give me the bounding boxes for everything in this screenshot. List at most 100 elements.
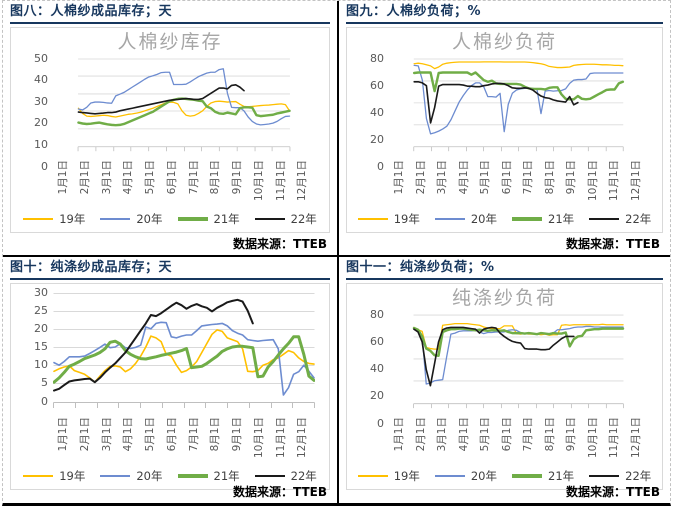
legend-item-19年: 19年 [357,211,420,227]
x-axis-label-text: 1月1日 [393,417,405,452]
x-axis-label-text: 2月1日 [414,417,427,452]
y-axis-tick: 80 [370,307,384,321]
y-axis-labels: 0 10 20 30 40 50 [15,52,48,173]
legend-swatch-icon [512,217,542,221]
legend-label: 19年 [393,469,420,483]
legend-label: 22年 [625,212,652,226]
y-axis-tick: 30 [34,94,48,108]
legend: 19年 20年 21年 22年 [351,208,658,230]
legend-swatch-icon [434,475,465,477]
legend-label: 19年 [59,212,86,226]
legend-label: 19年 [59,469,86,483]
x-axis-label-text: 9月1日 [231,160,243,195]
y-axis-tick: 20 [370,132,384,146]
x-axis-labels: 1月1日 2月1日 3月1日 4月1日 5月1日 6月1日 7月1日 8月1日 9月1日 10月1… [53,409,315,465]
legend-item-19年: 19年 [23,211,85,227]
x-axis-label-text: 6月1日 [500,160,513,195]
chart-area: 人棉纱库存 0 10 20 30 40 50 1月1日 2月1日 3月1日 4月1日 5月1日 6月1日… [10,27,330,233]
legend-item-20年: 20年 [434,468,497,484]
source-note: 数据来源：TTEB [566,237,660,251]
source-note: 数据来源：TTEB [233,237,327,251]
x-axis-label-text: 10月1日 [586,417,599,459]
series-line-22年 [77,84,245,115]
x-axis-label-text: 2月1日 [78,417,91,452]
x-axis-label-text: 3月1日 [100,417,113,452]
legend-swatch-icon [357,218,388,220]
legend-label: 20年 [136,212,163,226]
series-line-20年 [77,68,291,126]
x-axis-label-text: 12月1日 [296,160,309,202]
chart-title: 人棉纱库存 [117,31,223,53]
x-axis-label-text: 3月1日 [436,417,448,452]
legend-item-19年: 19年 [357,468,420,484]
legend-item-21年: 21年 [177,211,240,227]
plot-svg [412,58,625,152]
legend-label: 21年 [213,212,240,226]
x-axis-label-text: 8月1日 [209,417,222,452]
x-axis-label-text: 4月1日 [122,417,135,452]
y-axis-tick: 25 [34,303,48,317]
panel-header: 图九：人棉纱负荷；% [346,3,663,24]
chart-area: 纯涤纱负荷 0 20 40 60 80 1月1日 2月1日 3月1日 4月1日 5月1日 6月1日 7月… [346,283,663,490]
y-axis-tick: 15 [34,340,48,353]
legend-label: 22年 [290,469,317,483]
x-axis-label-text: 3月1日 [436,160,448,195]
x-axis-label-text: 8月1日 [543,160,556,195]
series-line-20年 [53,321,315,396]
y-axis-tick: 40 [370,105,384,119]
x-axis-label-text: 9月1日 [565,417,577,452]
y-axis-labels: 0 20 40 60 80 [351,308,384,430]
y-axis-tick: 5 [41,376,48,390]
legend-label: 20年 [470,469,497,483]
source-note: 数据来源：TTEB [566,485,660,499]
series-line-19年 [413,61,624,70]
x-axis-label-text: 2月1日 [414,160,427,195]
y-axis-tick: 20 [34,321,48,335]
legend: 19年 20年 21年 22年 [351,465,658,487]
legend-label: 22年 [290,212,317,226]
legend-swatch-icon [512,474,542,478]
y-axis-tick: 30 [34,285,48,299]
legend-label: 20年 [470,212,497,226]
series-line-19年 [77,100,291,118]
y-axis-tick: 20 [34,116,48,130]
legend-label: 19年 [393,212,420,226]
y-axis-tick: 0 [377,159,384,173]
y-axis-tick: 40 [370,362,384,375]
plot-svg [412,314,625,409]
y-axis-tick: 50 [34,51,48,65]
legend-item-20年: 20年 [434,211,497,227]
legend-item-22年: 22年 [254,468,317,484]
x-axis-label-text: 1月1日 [57,417,69,452]
y-axis-tick: 80 [370,51,384,65]
series-line-22年 [413,326,575,387]
x-axis-label-text: 9月1日 [231,417,243,452]
legend-swatch-icon [100,475,131,477]
legend-item-21年: 21年 [512,211,574,227]
legend: 19年 20年 21年 22年 [15,208,325,230]
series-line-20年 [413,64,624,135]
y-axis-tick: 60 [370,334,384,348]
legend-item-21年: 21年 [512,468,574,484]
x-axis-label-text: 5月1日 [144,417,156,452]
x-axis-label-text: 12月1日 [629,160,642,202]
x-axis-label-text: 12月1日 [296,417,309,459]
x-axis-label-text: 3月1日 [100,160,113,195]
series-line-21年 [412,326,625,358]
x-axis-label-text: 1月1日 [393,160,405,195]
series-line-19年 [413,323,624,350]
series-line-20年 [413,325,624,385]
x-axis-label-text: 11月1日 [608,417,620,459]
legend-swatch-icon [100,218,131,220]
x-axis-label-text: 11月1日 [274,417,287,459]
chart-title: 人棉纱负荷 [451,31,557,53]
chart-area: 0 5 10 15 20 25 30 1月1日 2月1日 3月1日 4月1日 5月1日 6月1日 7月1日… [10,283,330,490]
legend-label: 21年 [548,469,575,483]
x-axis-label: 12月1日 [296,153,337,201]
x-axis-label-text: 11月1日 [608,160,620,202]
x-axis-label-text: 7月1日 [187,417,200,452]
plot-area: 0 10 20 30 40 50 [34,52,315,173]
x-axis-label-text: 4月1日 [457,417,470,452]
legend: 19年 20年 21年 22年 [15,465,325,487]
x-axis-label-text: 4月1日 [122,160,135,195]
